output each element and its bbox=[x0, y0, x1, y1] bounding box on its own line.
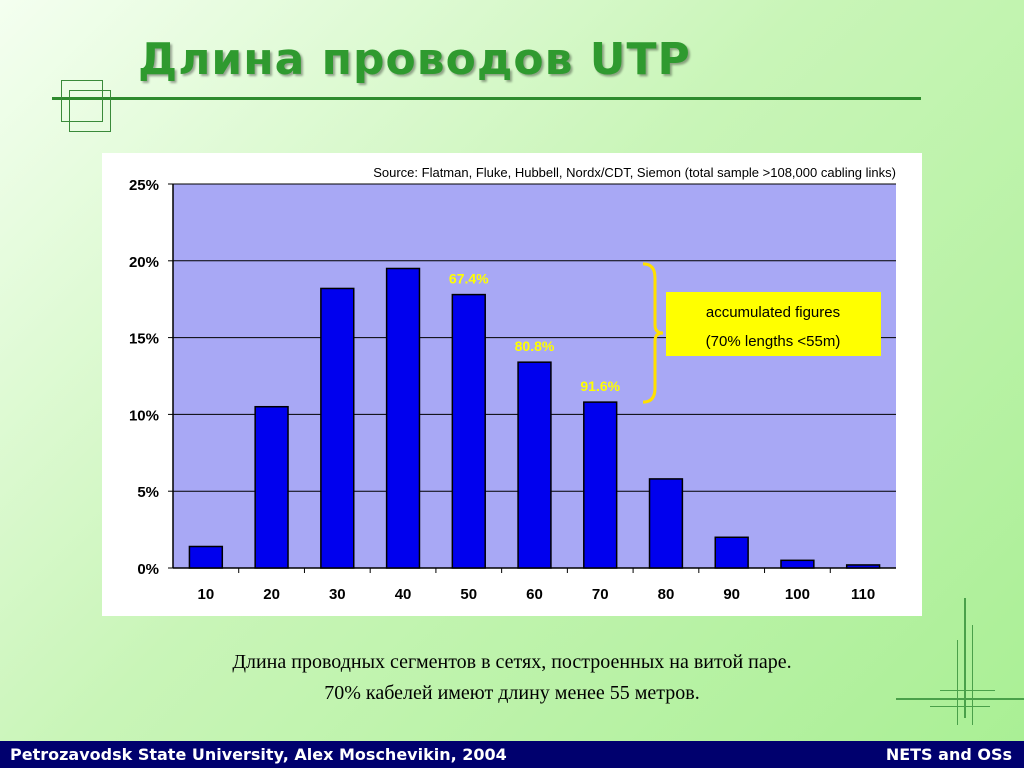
y-tick-label: 0% bbox=[137, 561, 159, 578]
footer-bar: Petrozavodsk State University, Alex Mosc… bbox=[0, 741, 1024, 768]
x-tick-label: 80 bbox=[658, 586, 675, 603]
deco-line-h3 bbox=[930, 706, 990, 707]
bar-data-label: 67.4% bbox=[449, 271, 489, 287]
x-tick-label: 30 bbox=[329, 586, 346, 603]
deco-line-h1 bbox=[896, 698, 1024, 700]
deco-line-v3 bbox=[972, 625, 973, 725]
bar-60 bbox=[517, 361, 552, 569]
footer-course: NETS and OSs bbox=[885, 745, 1012, 764]
bar-80 bbox=[648, 478, 684, 569]
x-tick-label: 40 bbox=[395, 586, 412, 603]
bar-chart: 0% 5% 10% 15% 20% 25% 10 20 30 40 50 60 70 80 90 100 110… bbox=[129, 165, 896, 603]
bar-70 bbox=[583, 401, 618, 569]
callout-box bbox=[666, 292, 881, 356]
chart-source-title: Source: Flatman, Fluke, Hubbell, Nordx/C… bbox=[373, 165, 896, 180]
y-tick-label: 5% bbox=[137, 484, 159, 501]
y-tick-label: 20% bbox=[129, 254, 159, 271]
y-tick-label: 25% bbox=[129, 177, 159, 194]
deco-square-1 bbox=[61, 80, 103, 122]
x-tick-label: 10 bbox=[198, 586, 215, 603]
x-tick-label: 110 bbox=[851, 586, 875, 603]
deco-line-h2 bbox=[940, 690, 995, 691]
slide-title: Длина проводов UTP bbox=[138, 34, 691, 85]
accumulated-bracket bbox=[642, 262, 664, 404]
x-tick-label: 90 bbox=[723, 586, 740, 603]
caption-line-1: Длина проводных сегментов в сетях, постр… bbox=[232, 651, 792, 673]
bar-20 bbox=[254, 405, 289, 569]
bar-data-label: 80.8% bbox=[515, 338, 555, 354]
chart-panel: 0% 5% 10% 15% 20% 25% 10 20 30 40 50 60 70 80 90 100 110… bbox=[102, 153, 922, 616]
x-tick-label: 100 bbox=[785, 586, 810, 603]
bar-90 bbox=[714, 536, 749, 569]
bar-50 bbox=[451, 293, 486, 569]
y-tick-label: 15% bbox=[129, 331, 159, 348]
deco-square-2 bbox=[69, 90, 111, 132]
bar-10 bbox=[188, 545, 224, 569]
callout-line-2: (70% lengths <55m) bbox=[706, 333, 841, 350]
callout-line-1: accumulated figures bbox=[706, 304, 840, 321]
x-tick-label: 50 bbox=[460, 586, 477, 603]
footer-author: Petrozavodsk State University, Alex Mosc… bbox=[10, 745, 507, 764]
x-tick-label: 20 bbox=[263, 586, 280, 603]
bar-40 bbox=[385, 267, 421, 569]
x-tick-label: 70 bbox=[592, 586, 609, 603]
x-tick-label: 60 bbox=[526, 586, 543, 603]
bar-30 bbox=[320, 287, 355, 569]
deco-line-v1 bbox=[964, 598, 966, 718]
bar-110 bbox=[845, 564, 881, 569]
title-rule bbox=[52, 97, 921, 100]
bar-100 bbox=[780, 559, 815, 569]
y-tick-label: 10% bbox=[129, 407, 159, 424]
caption-line-2: 70% кабелей имеют длину менее 55 метров. bbox=[324, 682, 700, 704]
deco-line-v2 bbox=[957, 640, 958, 725]
bar-data-label: 91.6% bbox=[580, 378, 620, 394]
